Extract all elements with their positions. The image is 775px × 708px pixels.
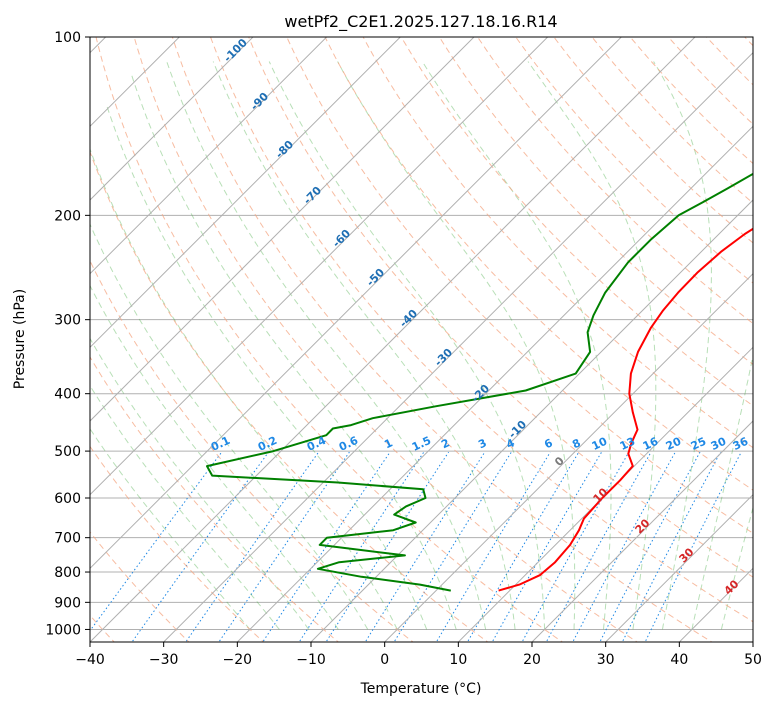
y-tick-label: 600 xyxy=(54,491,81,507)
isotherm-line xyxy=(162,51,753,642)
isotherm-line xyxy=(90,37,696,642)
dry-adiabat xyxy=(362,37,753,449)
dry-adiabat xyxy=(90,445,265,642)
x-tick-label: −10 xyxy=(296,652,326,668)
mixing-ratio-line xyxy=(466,451,580,642)
mixing-ratio-line xyxy=(521,451,630,642)
dry-adiabat xyxy=(90,356,340,642)
y-tick-label: 500 xyxy=(54,444,81,460)
mixing-ratio-label: 25 xyxy=(689,435,708,453)
mixing-ratio-line xyxy=(364,451,486,642)
isotherm-line xyxy=(90,37,475,422)
moist-adiabat xyxy=(90,222,369,630)
dry-adiabat xyxy=(90,150,489,642)
y-axis-label: Pressure (hPa) xyxy=(12,289,28,389)
mixing-ratio-label: 16 xyxy=(641,435,661,453)
dry-adiabat xyxy=(90,259,414,642)
mixing-ratio-label: 13 xyxy=(618,435,637,453)
moist-adiabat xyxy=(691,353,753,630)
y-tick-label: 300 xyxy=(54,313,81,329)
mixing-ratio-label: 36 xyxy=(731,435,751,453)
moist-adiabat xyxy=(90,284,339,630)
y-tick-label: 100 xyxy=(54,30,81,46)
moist-adiabat xyxy=(337,61,576,630)
x-axis-label: Temperature (°C) xyxy=(360,681,482,697)
mixing-ratio-line xyxy=(131,451,269,642)
mixing-ratio-line xyxy=(393,451,512,642)
dry-adiabat xyxy=(629,37,753,165)
dry-adiabat xyxy=(248,37,753,578)
moist-adiabat xyxy=(268,61,546,630)
x-tick-label: 30 xyxy=(597,652,615,668)
isotherm-line xyxy=(383,272,753,642)
dry-adiabat xyxy=(324,37,753,491)
dewpoint-profile xyxy=(206,172,753,592)
y-tick-label: 1000 xyxy=(45,622,81,638)
y-tick-label: 400 xyxy=(54,387,81,403)
isotherm-line xyxy=(604,493,753,642)
dry-adiabat xyxy=(209,37,753,623)
mixing-ratio-line xyxy=(599,451,701,642)
x-tick-label: 50 xyxy=(744,652,762,668)
mixing-ratio-label: 10 xyxy=(590,435,610,453)
isotherm-line xyxy=(531,420,753,642)
dry-adiabat xyxy=(171,37,713,642)
x-tick-label: 40 xyxy=(670,652,688,668)
moist-adiabat xyxy=(720,505,753,630)
mixing-ratio-line xyxy=(621,451,721,642)
moist-adiabat xyxy=(90,384,280,630)
isotherm-line xyxy=(90,37,549,496)
x-tick-label: 0 xyxy=(380,652,389,668)
mixing-ratio-line xyxy=(435,451,551,642)
isotherm-line xyxy=(90,37,623,570)
mixing-ratio-label: 30 xyxy=(709,435,729,453)
isotherm-line xyxy=(90,37,328,275)
dry-adiabat xyxy=(591,37,753,204)
y-tick-label: 900 xyxy=(54,595,81,611)
moist-adiabat xyxy=(90,337,310,630)
dry-adiabat xyxy=(95,37,564,642)
isotherm-line xyxy=(90,37,402,349)
dry-adiabat xyxy=(477,37,753,325)
temperature-profile xyxy=(498,227,753,592)
y-tick-label: 700 xyxy=(54,531,81,547)
x-tick-label: −30 xyxy=(149,652,179,668)
isotherm-line xyxy=(310,199,753,642)
mixing-ratio-line xyxy=(218,451,350,642)
isotherm-line xyxy=(90,37,181,128)
y-tick-label: 800 xyxy=(54,565,81,581)
x-tick-label: 20 xyxy=(523,652,541,668)
dry-adiabat xyxy=(133,37,638,642)
dry-adiabat xyxy=(400,37,753,407)
x-tick-label: −40 xyxy=(75,652,105,668)
moist-adiabat xyxy=(653,61,712,630)
moist-adiabat xyxy=(90,147,398,630)
mixing-ratio-line xyxy=(572,451,676,642)
moist-adiabat xyxy=(166,61,487,630)
moist-adiabat xyxy=(527,61,657,630)
x-tick-label: 10 xyxy=(449,652,467,668)
isotherm-line xyxy=(90,37,254,201)
y-tick-label: 200 xyxy=(54,208,81,224)
plot-frame xyxy=(89,36,754,643)
x-tick-label: −20 xyxy=(223,652,253,668)
chart-title: wetPf2_C2E1.2025.127.18.16.R14 xyxy=(284,12,557,32)
mixing-ratio-line xyxy=(491,451,603,642)
dry-adiabat xyxy=(515,37,753,284)
mixing-ratio-label: 20 xyxy=(664,435,684,453)
dry-adiabat xyxy=(438,37,753,366)
dry-adiabat xyxy=(286,37,753,534)
isotherm-line xyxy=(457,346,753,642)
mixing-ratio-line xyxy=(185,451,320,642)
